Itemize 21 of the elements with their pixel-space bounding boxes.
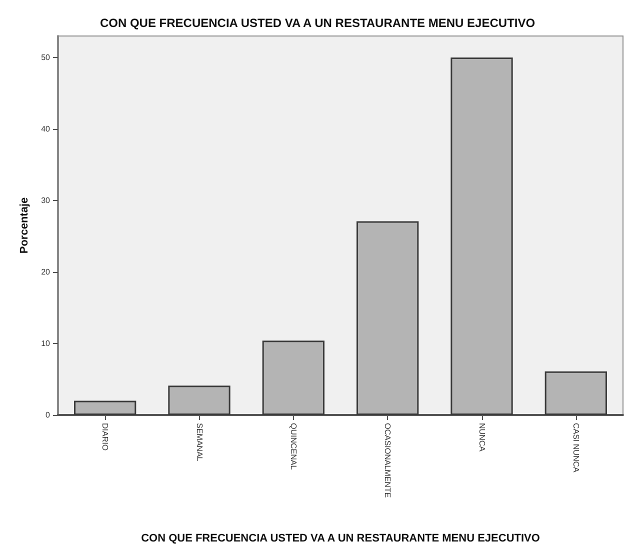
- x-tick-label: OCASIONALMENTE: [383, 423, 392, 498]
- x-tick-label: NUNCA: [477, 423, 486, 452]
- x-tick-label: CASI NUNCA: [571, 423, 580, 474]
- y-tick-label: 0: [46, 410, 51, 420]
- x-tick-label: DIARIO: [100, 423, 110, 451]
- y-tick-label: 10: [41, 338, 51, 348]
- bar: [168, 386, 230, 415]
- bar: [450, 57, 513, 415]
- y-tick-label: 30: [41, 196, 51, 205]
- x-axis-title: CON QUE FRECUENCIA USTED VA A UN RESTAURANTE MENU EJECUTIVO: [141, 532, 540, 544]
- x-tick-label: SEMANAL: [194, 423, 204, 462]
- bar: [356, 221, 419, 415]
- y-tick-label: 50: [41, 52, 51, 62]
- bar: [262, 340, 324, 415]
- y-tick-label: 40: [41, 124, 51, 134]
- y-axis-title: Porcentaje: [18, 197, 30, 254]
- x-tick-label: QUINCENAL: [288, 423, 298, 470]
- chart-title: CON QUE FRECUENCIA USTED VA A UN RESTAURANTE MENU EJECUTIVO: [100, 16, 536, 30]
- bar: [74, 400, 136, 415]
- bar: [544, 371, 607, 415]
- y-tick-label: 20: [41, 267, 51, 276]
